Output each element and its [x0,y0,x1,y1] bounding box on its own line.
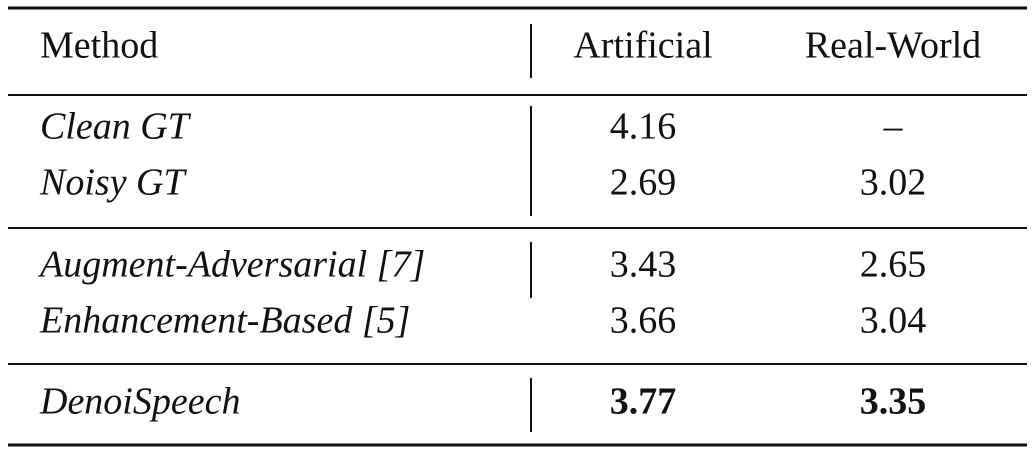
score-cell: 3.43 [610,244,677,286]
score-cell: 2.69 [610,162,677,204]
header-cell: Artificial [573,25,712,67]
method-cell: Enhancement-Based [5] [39,300,410,342]
method-cell: Noisy GT [39,162,188,204]
score-cell: – [883,106,904,148]
score-cell: 2.65 [860,244,927,286]
score-cell: 3.04 [860,300,927,342]
score-cell: 3.02 [860,162,927,204]
method-cell: DenoiSpeech [39,381,240,423]
score-cell: 4.16 [610,106,677,148]
method-cell: Augment-Adversarial [7] [37,244,425,286]
header-cell: Real-World [805,25,981,67]
score-cell: 3.66 [610,300,677,342]
method-cell: Clean GT [40,106,192,148]
score-cell: 3.77 [610,381,677,423]
score-cell: 3.35 [860,381,927,423]
header-cell: Method [40,25,158,67]
